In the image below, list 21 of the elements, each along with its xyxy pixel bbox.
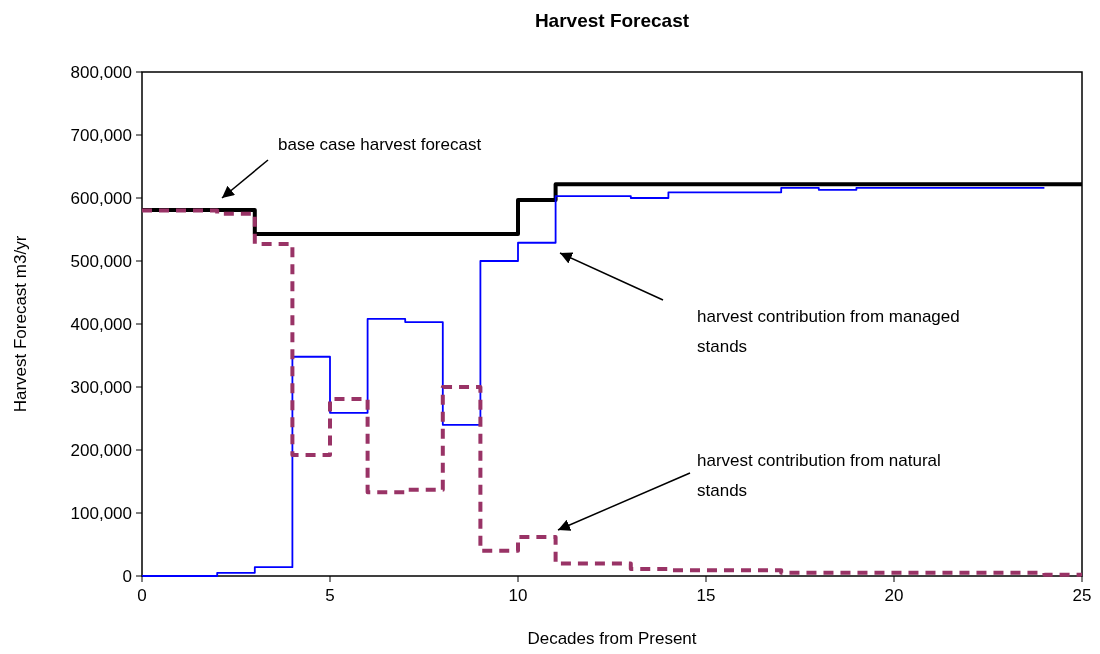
y-tick-label: 300,000 [70, 378, 132, 397]
x-tick-label: 10 [508, 586, 528, 605]
y-tick-label: 500,000 [70, 252, 132, 271]
x-tick-label: 20 [884, 586, 904, 605]
y-axis-title: Harvest Forecast m3/yr [11, 235, 30, 413]
annotation: harvest contribution from natural stands [697, 451, 941, 500]
x-tick-label: 25 [1072, 586, 1092, 605]
y-tick-label: 200,000 [70, 441, 132, 460]
x-tick-label: 0 [137, 586, 147, 605]
x-tick-label: 15 [696, 586, 716, 605]
y-tick-label: 600,000 [70, 189, 132, 208]
annotation: harvest contribution from managed stands [697, 307, 960, 356]
annotation: base case harvest forecast [278, 135, 482, 154]
chart-title: Harvest Forecast [534, 10, 690, 31]
y-tick-label: 400,000 [70, 315, 132, 334]
y-tick-label: 100,000 [70, 504, 132, 523]
y-tick-label: 0 [122, 567, 132, 586]
y-tick-label: 800,000 [70, 63, 132, 82]
y-tick-label: 700,000 [70, 126, 132, 145]
x-axis-title: Decades from Present [527, 629, 697, 648]
x-tick-label: 5 [325, 586, 335, 605]
